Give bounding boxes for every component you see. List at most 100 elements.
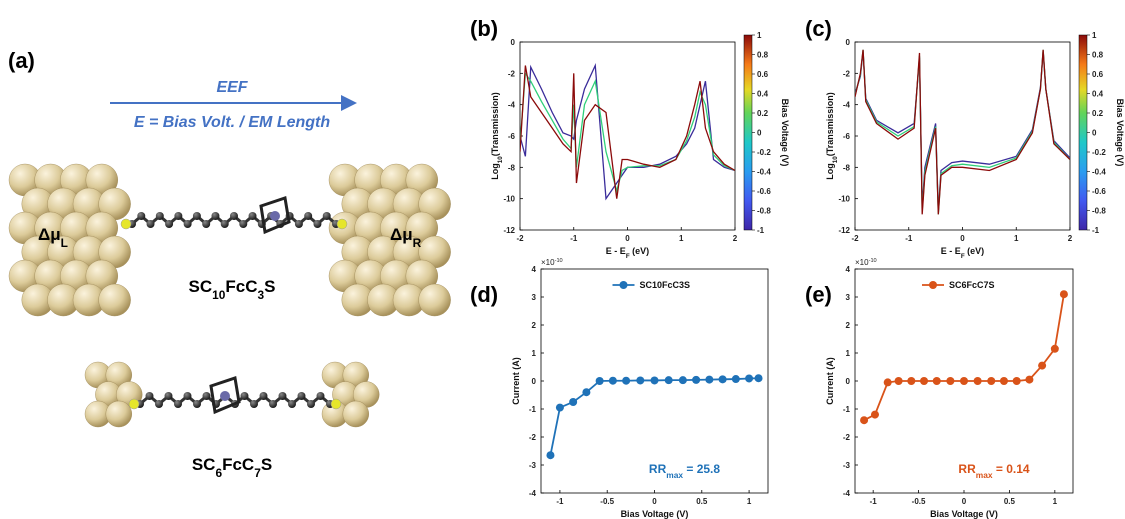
carbon-atom [203, 392, 211, 400]
molecule-label-part: SC [189, 277, 213, 296]
annotation-part: max [976, 470, 993, 480]
carbon-atom [279, 392, 287, 400]
colorbar-tick-label: 0.8 [757, 51, 769, 60]
carbon-atom [156, 212, 164, 220]
carbon-atom [288, 400, 296, 408]
carbon-atom [184, 220, 192, 228]
legend-label: SC6FcC7S [949, 280, 995, 290]
carbon-atom [155, 400, 163, 408]
iv-point [745, 374, 753, 382]
iv-point [622, 377, 630, 385]
iv-point [556, 404, 564, 412]
carbon-atom [307, 400, 315, 408]
carbon-atom [313, 220, 321, 228]
iv-point [1013, 377, 1021, 385]
sulfur-atom [121, 219, 131, 229]
axis-exponent-part: ×10 [541, 258, 555, 267]
molecule-label-part: FcC [225, 277, 257, 296]
y-tick-label: -12 [838, 226, 850, 235]
x-axis-label-part: (eV) [965, 246, 985, 256]
mu-label-part: L [61, 236, 68, 250]
colorbar-tick-label: -1 [757, 226, 765, 235]
colorbar-tick-label: -0.4 [757, 168, 771, 177]
x-tick-label: 0.5 [696, 497, 708, 506]
arrow-label: E = Bias Volt. / EM Length [134, 114, 331, 131]
iv-point [665, 376, 673, 384]
iv-point [636, 376, 644, 384]
y-tick-label: -3 [843, 461, 851, 470]
annotation-part: RR [649, 462, 667, 476]
molecule-label: SC6FcC7S [192, 455, 272, 480]
plot-frame [855, 42, 1070, 230]
iv-point [755, 374, 763, 382]
y-tick-label: -1 [529, 405, 537, 414]
y-axis-label: Log10(Transmission) [825, 92, 839, 180]
axis-exponent-part: ×10 [855, 258, 869, 267]
x-tick-label: -1 [870, 497, 878, 506]
y-tick-label: -3 [529, 461, 537, 470]
colorbar-tick-label: -0.2 [757, 148, 771, 157]
annotation-part: max [666, 470, 683, 480]
colorbar-tick-label: 0 [757, 129, 762, 138]
colorbar-tick-label: 0.4 [1092, 90, 1104, 99]
gold-atom [99, 284, 131, 316]
iv-point [974, 377, 982, 385]
iv-point [1051, 345, 1059, 353]
iv-point [920, 377, 928, 385]
x-axis-label: E - EF (eV) [606, 246, 649, 260]
iv-point [1060, 290, 1068, 298]
colorbar-tick-label: 1 [1092, 31, 1097, 40]
molecule-label-part: 10 [212, 288, 226, 302]
y-axis-label-part: (Transmission) [825, 92, 835, 156]
molecule-label-part: S [261, 455, 272, 474]
iv-point [569, 398, 577, 406]
panel-a: (a) EEF E = Bias Volt. / EM Length [8, 48, 451, 427]
x-axis-label: Bias Voltage (V) [621, 509, 689, 519]
molecule-label: SC10FcC3S [189, 277, 276, 302]
carbon-atom [146, 392, 154, 400]
y-axis-label: Log10(Transmission) [490, 92, 504, 180]
x-tick-label: 1 [747, 497, 752, 506]
iv-point [692, 376, 700, 384]
carbon-atom [165, 220, 173, 228]
x-axis-label: E - EF (eV) [941, 246, 984, 260]
carbon-atom [323, 212, 331, 220]
y-tick-label: 3 [846, 293, 851, 302]
y-tick-label: 0 [846, 38, 851, 47]
iv-point [679, 376, 687, 384]
carbon-atom [260, 392, 268, 400]
y-tick-label: 0 [511, 38, 516, 47]
x-tick-label: 1 [1053, 497, 1058, 506]
y-tick-label: 4 [846, 265, 851, 274]
carbon-atom [221, 220, 229, 228]
iv-point [719, 375, 727, 383]
gold-atom [343, 401, 369, 427]
y-axis-label-part: Log [825, 163, 835, 180]
y-tick-label: -10 [838, 195, 850, 204]
carbon-atom [304, 212, 312, 220]
carbon-atom [317, 392, 325, 400]
y-tick-label: 0 [846, 377, 851, 386]
molecule-label-part: FcC [222, 455, 254, 474]
x-tick-label: 0 [962, 497, 967, 506]
legend-marker [929, 281, 937, 289]
iv-point [907, 377, 915, 385]
iv-point [582, 388, 590, 396]
legend-marker [620, 281, 628, 289]
iv-point [1038, 362, 1046, 370]
colorbar [744, 35, 752, 230]
x-tick-label: -0.5 [912, 497, 926, 506]
axis-exponent-part: -10 [869, 258, 877, 264]
carbon-atom [174, 400, 182, 408]
iv-point [933, 377, 941, 385]
y-tick-label: -2 [843, 433, 851, 442]
y-tick-label: -2 [508, 69, 516, 78]
colorbar-tick-label: 0.6 [1092, 70, 1104, 79]
colorbar-tick-label: -0.2 [1092, 148, 1106, 157]
carbon-atom [249, 212, 257, 220]
carbon-atom [174, 212, 182, 220]
colorbar-tick-label: -0.6 [757, 187, 771, 196]
mu-label-part: R [413, 236, 422, 250]
panel-label: (e) [805, 282, 832, 307]
x-tick-label: -1 [570, 234, 578, 243]
